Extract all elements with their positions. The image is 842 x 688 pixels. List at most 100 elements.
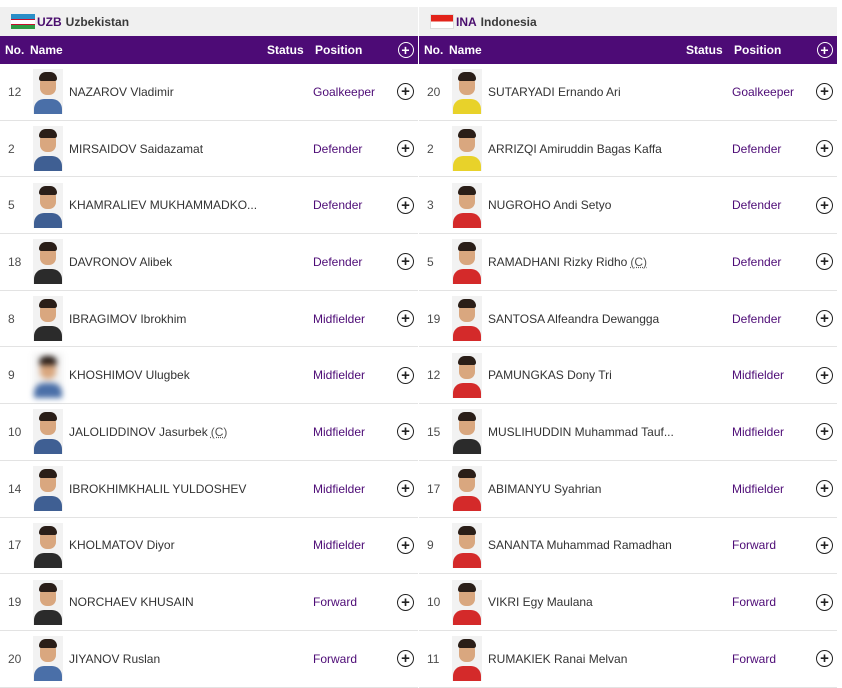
add-all-button[interactable]: + — [393, 42, 418, 58]
player-row[interactable]: 19 NORCHAEV KHUSAIN Forward + — [0, 574, 418, 631]
player-name[interactable]: VIKRI Egy Maulana — [488, 595, 704, 609]
player-row[interactable]: 5 KHAMRALIEV MUKHAMMADKO... Defender + — [0, 177, 418, 235]
player-photo — [452, 182, 482, 228]
player-row[interactable]: 17 KHOLMATOV Diyor Midfielder + — [0, 518, 418, 575]
player-name[interactable]: MIRSAIDOV Saidazamat — [69, 142, 285, 156]
add-player-button[interactable]: + — [812, 593, 837, 611]
player-row[interactable]: 15 MUSLIHUDDIN Muhammad Tauf... Midfielder… — [419, 404, 837, 461]
player-row[interactable]: 19 SANTOSA Alfeandra Dewangga Defender + — [419, 291, 837, 348]
plus-circle-icon: + — [397, 423, 414, 441]
add-player-button[interactable]: + — [812, 480, 837, 498]
player-row[interactable]: 10 JALOLIDDINOV Jasurbek (C) Midfielder + — [0, 404, 418, 461]
player-name[interactable]: NAZAROV Vladimir — [69, 85, 285, 99]
player-name[interactable]: SUTARYADI Ernando Ari — [488, 85, 704, 99]
plus-circle-icon: + — [397, 593, 414, 611]
player-name-text: SANTOSA Alfeandra Dewangga — [488, 311, 660, 326]
player-number: 5 — [8, 198, 15, 213]
player-name[interactable]: KHAMRALIEV MUKHAMMADKO... — [69, 198, 285, 212]
player-row[interactable]: 14 IBROKHIMKHALIL YULDOSHEV Midfielder + — [0, 461, 418, 518]
player-name[interactable]: ABIMANYU Syahrian — [488, 482, 704, 496]
player-name[interactable]: PAMUNGKAS Dony Tri — [488, 368, 704, 382]
player-row[interactable]: 9 SANANTA Muhammad Ramadhan Forward + — [419, 518, 837, 575]
player-row[interactable]: 17 ABIMANYU Syahrian Midfielder + — [419, 461, 837, 518]
plus-circle-icon: + — [816, 480, 833, 498]
add-player-button[interactable]: + — [812, 83, 837, 101]
player-name[interactable]: SANTOSA Alfeandra Dewangga — [488, 312, 704, 326]
add-player-button[interactable]: + — [812, 423, 837, 441]
player-position: Defender — [732, 198, 782, 213]
add-player-button[interactable]: + — [812, 650, 837, 668]
player-name[interactable]: JALOLIDDINOV Jasurbek (C) — [69, 425, 285, 439]
player-name[interactable]: KHOSHIMOV Ulugbek — [69, 368, 285, 382]
player-row[interactable]: 3 NUGROHO Andi Setyo Defender + — [419, 177, 837, 235]
player-photo — [33, 182, 63, 228]
player-name[interactable]: NORCHAEV KHUSAIN — [69, 595, 285, 609]
add-player-button[interactable]: + — [393, 366, 418, 384]
player-number: 9 — [427, 538, 434, 553]
player-number: 20 — [427, 84, 441, 99]
add-all-button[interactable]: + — [812, 42, 837, 58]
player-position: Defender — [732, 254, 782, 269]
player-row[interactable]: 12 NAZAROV Vladimir Goalkeeper + — [0, 64, 418, 121]
player-number: 10 — [8, 424, 22, 439]
player-row[interactable]: 2 MIRSAIDOV Saidazamat Defender + — [0, 121, 418, 178]
player-number: 19 — [8, 595, 22, 610]
player-row[interactable]: 20 JIYANOV Ruslan Forward + — [0, 631, 418, 688]
player-name[interactable]: IBROKHIMKHALIL YULDOSHEV — [69, 482, 285, 496]
column-status: Status — [267, 43, 304, 57]
add-player-button[interactable]: + — [393, 423, 418, 441]
player-row[interactable]: 8 IBRAGIMOV Ibrokhim Midfielder + — [0, 291, 418, 348]
player-name[interactable]: JIYANOV Ruslan — [69, 652, 285, 666]
player-row[interactable]: 9 KHOSHIMOV Ulugbek Midfielder + — [0, 347, 418, 405]
add-player-button[interactable]: + — [812, 536, 837, 554]
add-player-button[interactable]: + — [393, 140, 418, 158]
plus-circle-icon: + — [816, 593, 833, 611]
plus-circle-icon: + — [397, 253, 414, 271]
player-row[interactable]: 10 VIKRI Egy Maulana Forward + — [419, 574, 837, 631]
add-player-button[interactable]: + — [393, 253, 418, 271]
player-row[interactable]: 20 SUTARYADI Ernando Ari Goalkeeper + — [419, 64, 837, 121]
player-row[interactable]: 18 DAVRONOV Alibek Defender + — [0, 234, 418, 291]
plus-circle-icon: + — [397, 42, 414, 58]
add-player-button[interactable]: + — [812, 140, 837, 158]
player-photo — [452, 69, 482, 115]
player-position: Goalkeeper — [732, 84, 795, 99]
player-name[interactable]: RUMAKIEK Ranai Melvan — [488, 652, 704, 666]
player-name[interactable]: MUSLIHUDDIN Muhammad Tauf... — [488, 425, 704, 439]
add-player-button[interactable]: + — [393, 536, 418, 554]
add-player-button[interactable]: + — [393, 310, 418, 328]
player-name[interactable]: IBRAGIMOV Ibrokhim — [69, 312, 285, 326]
add-player-button[interactable]: + — [812, 196, 837, 214]
add-player-button[interactable]: + — [812, 310, 837, 328]
add-player-button[interactable]: + — [812, 366, 837, 384]
player-name-text: NORCHAEV KHUSAIN — [69, 595, 194, 610]
column-position: Position — [734, 43, 782, 57]
add-player-button[interactable]: + — [393, 650, 418, 668]
player-photo — [33, 352, 63, 398]
player-name[interactable]: KHOLMATOV Diyor — [69, 538, 285, 552]
player-name-text: RUMAKIEK Ranai Melvan — [488, 651, 628, 666]
team-header: UZB Uzbekistan — [0, 7, 418, 36]
player-row[interactable]: 12 PAMUNGKAS Dony Tri Midfielder + — [419, 347, 837, 405]
player-number: 2 — [8, 141, 15, 156]
player-name-text: NUGROHO Andi Setyo — [488, 198, 612, 213]
player-name[interactable]: NUGROHO Andi Setyo — [488, 198, 704, 212]
plus-circle-icon: + — [816, 536, 833, 554]
add-player-button[interactable]: + — [393, 83, 418, 101]
player-photo — [452, 522, 482, 568]
player-name[interactable]: RAMADHANI Rizky Ridho (C) — [488, 255, 704, 269]
player-photo — [33, 466, 63, 512]
player-row[interactable]: 5 RAMADHANI Rizky Ridho (C) Defender + — [419, 234, 837, 291]
player-name[interactable]: SANANTA Muhammad Ramadhan — [488, 538, 704, 552]
player-row[interactable]: 11 RUMAKIEK Ranai Melvan Forward + — [419, 631, 837, 688]
add-player-button[interactable]: + — [393, 196, 418, 214]
player-position: Defender — [313, 198, 363, 213]
add-player-button[interactable]: + — [393, 593, 418, 611]
player-name[interactable]: DAVRONOV Alibek — [69, 255, 285, 269]
player-name[interactable]: ARRIZQI Amiruddin Bagas Kaffa — [488, 142, 704, 156]
add-player-button[interactable]: + — [812, 253, 837, 271]
plus-circle-icon: + — [816, 253, 833, 271]
player-row[interactable]: 2 ARRIZQI Amiruddin Bagas Kaffa Defender + — [419, 121, 837, 178]
column-no: No. — [424, 43, 444, 57]
add-player-button[interactable]: + — [393, 480, 418, 498]
